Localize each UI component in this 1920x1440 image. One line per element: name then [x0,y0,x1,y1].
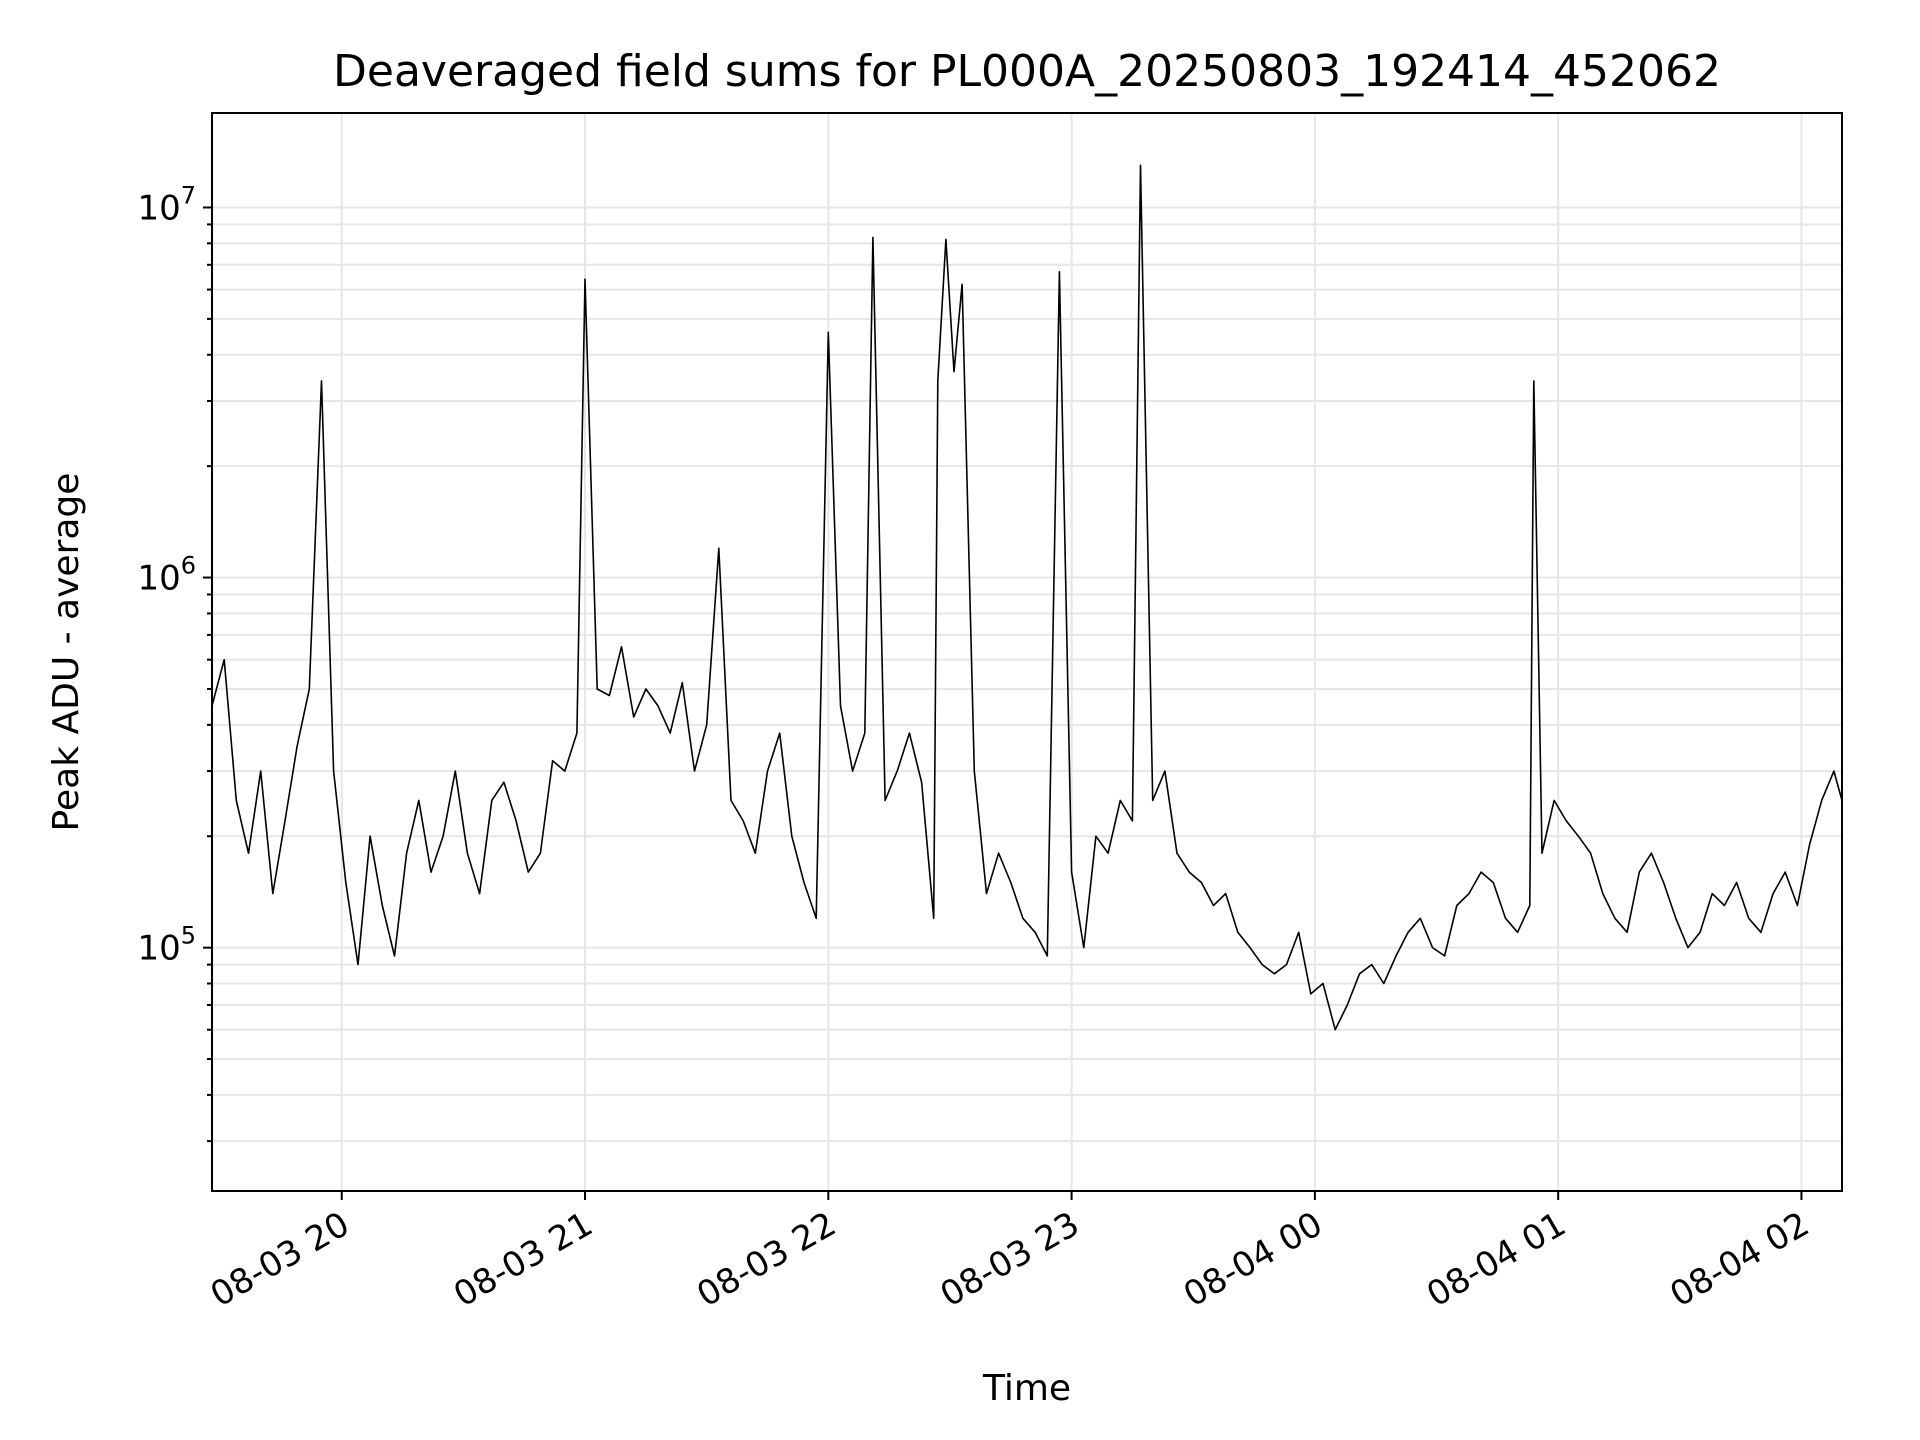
y-tick-label: 105 [137,922,196,969]
x-axis-label: Time [982,1368,1071,1409]
chart-title: Deaveraged field sums for PL000A_2025080… [333,46,1721,97]
y-tick-label: 106 [137,552,196,599]
y-axis-label: Peak ADU - average [46,473,87,832]
grid [212,113,1842,1191]
series-line [211,164,1843,1031]
y-tick-label: 107 [137,181,196,228]
plot-frame [211,112,1843,1192]
plot-area [211,164,1843,1031]
